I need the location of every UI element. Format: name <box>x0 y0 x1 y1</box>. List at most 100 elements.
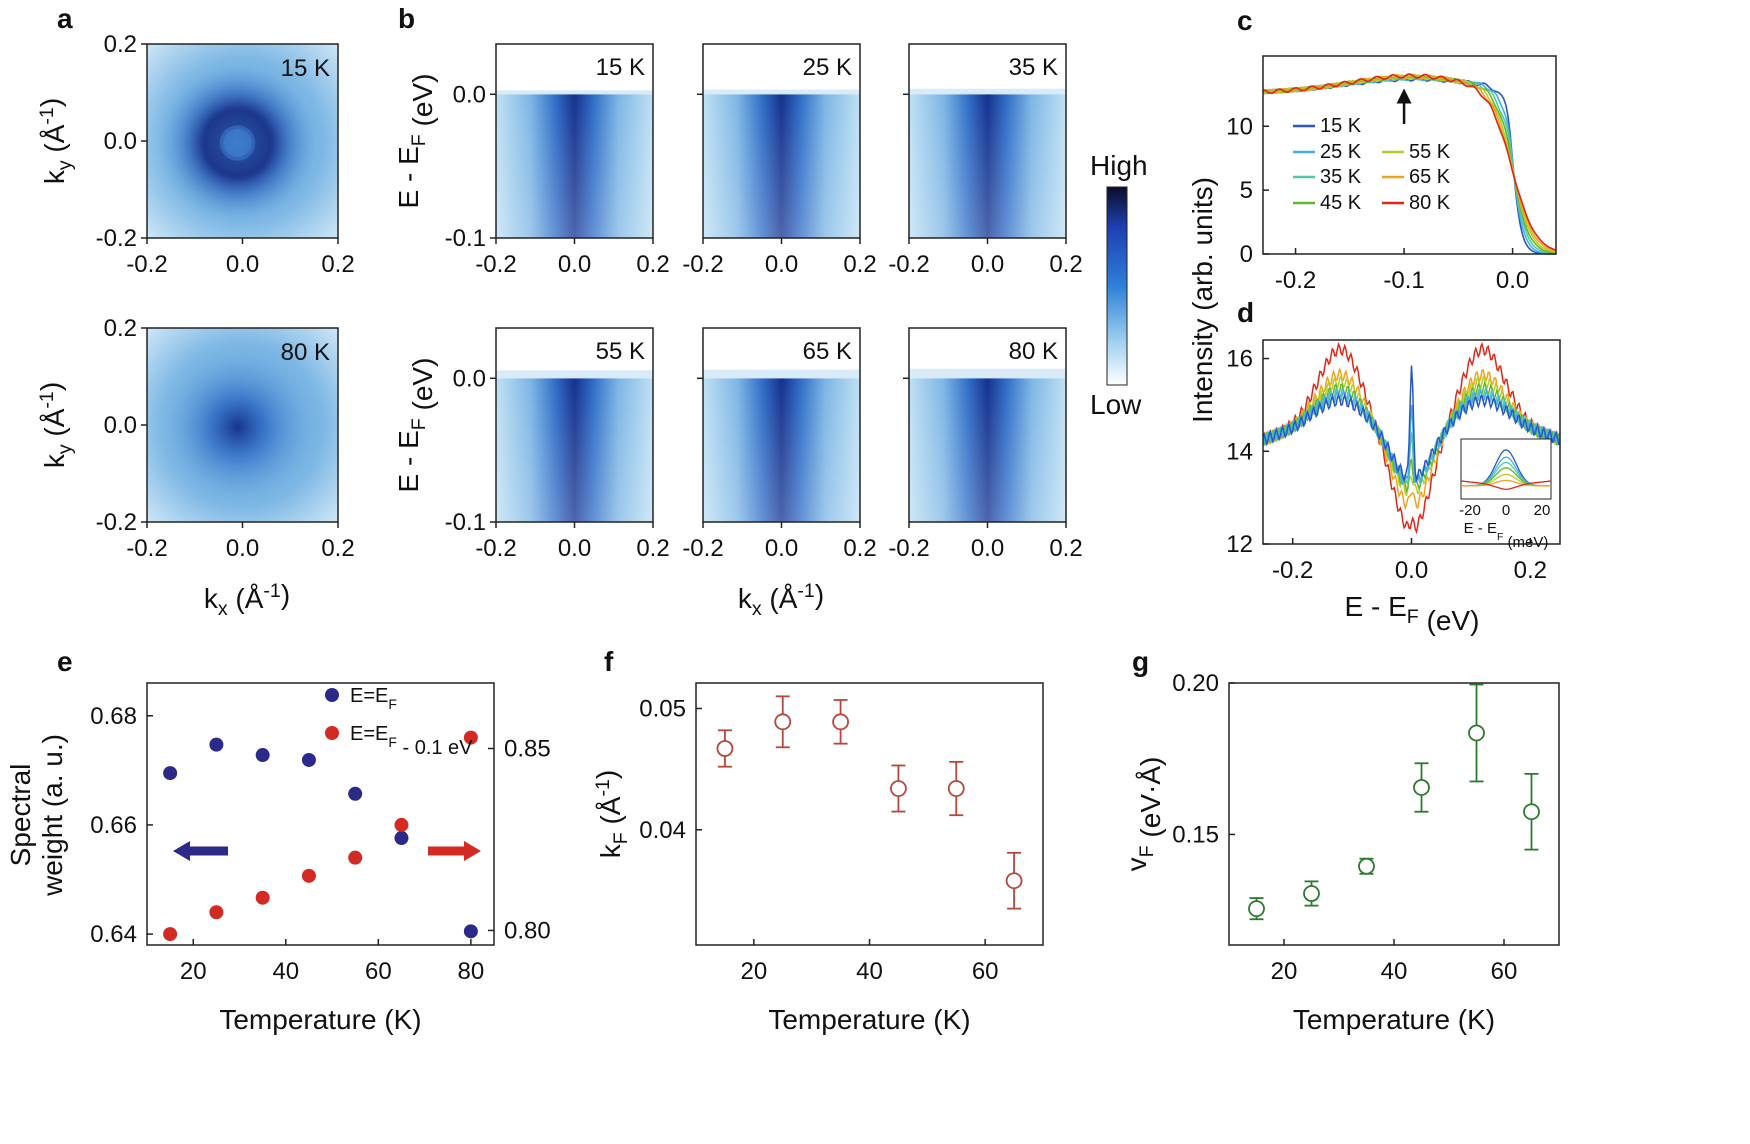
x-tick-label: 0.0 <box>1496 267 1529 294</box>
fermi-edge-tail <box>909 88 1066 95</box>
temperature-tag: 80 K <box>1009 338 1058 365</box>
right-axis-arrow-head <box>464 841 481 861</box>
y-tick-label: 0.68 <box>90 703 137 730</box>
y-axis-label: Intensity (arb. units) <box>1187 177 1218 423</box>
panel-letter-d: d <box>1237 297 1254 328</box>
data-point <box>1468 724 1485 742</box>
x-tick-label: -0.2 <box>475 535 516 562</box>
y-tick-label: 0.66 <box>90 812 137 839</box>
fermi-map-intensity <box>165 355 310 499</box>
data-point <box>832 713 849 731</box>
cut-shade <box>909 94 1066 238</box>
y-tick-label: 10 <box>1226 113 1253 140</box>
panel-c-edcs: 0 5 10 -0.2 -0.1 0.0 15 K 25 K 35 K 45 K 55 K 65 K 8… <box>1187 55 1557 423</box>
y-tick-label: 16 <box>1226 346 1253 373</box>
inset-x-tick-label: -20 <box>1459 502 1481 519</box>
legend-label: 25 K <box>1320 141 1362 163</box>
panel-b-cuts: 15 K -0.2 0.0 0.2 0.0 -0.1 E - EF (eV) 25 K -0.2… <box>393 43 1083 620</box>
fermi-edge-tail <box>496 370 653 379</box>
data-point <box>774 713 792 731</box>
cut-shade <box>703 378 860 522</box>
y-tick-label: 0.04 <box>639 817 686 844</box>
legend-label: 65 K <box>1409 166 1451 188</box>
legend-label: 15 K <box>1320 115 1362 137</box>
x-axis-label: Temperature (K) <box>219 1004 421 1035</box>
data-point <box>348 850 363 865</box>
y-tick-label: 0.64 <box>90 921 137 948</box>
left-axis-arrow-head <box>173 841 190 861</box>
y-tick-label: -0.2 <box>96 225 137 252</box>
x-tick-label: 60 <box>1491 958 1518 985</box>
panel-d-symmetrized-edcs: 12 14 16 -0.2 0.0 0.2 E - EF (eV) -20 0 20E - EF … <box>1226 339 1561 636</box>
data-point <box>1303 885 1320 902</box>
y-tick-label: 0.0 <box>453 365 486 392</box>
y-tick-label: 0.20 <box>1172 670 1219 697</box>
data-point <box>1358 857 1375 875</box>
data-point <box>163 766 178 781</box>
x-tick-label: 0.2 <box>636 535 669 562</box>
data-point <box>1005 872 1023 890</box>
colorbar-high-label: High <box>1090 150 1148 181</box>
temperature-tag: 25 K <box>803 54 852 81</box>
legend-marker <box>325 726 339 740</box>
x-tick-label: -0.1 <box>1383 267 1424 294</box>
data-point <box>255 890 270 905</box>
x-tick-label: 0.2 <box>321 535 354 562</box>
data-point <box>394 831 409 846</box>
inset-x-axis-label: E - EF (meV) <box>1464 520 1549 551</box>
x-tick-label: -0.2 <box>888 535 929 562</box>
x-tick-label: 0.2 <box>843 251 876 278</box>
x-tick-label: 60 <box>365 958 392 985</box>
x-tick-label: 40 <box>856 958 883 985</box>
y-tick-label: 14 <box>1226 438 1253 465</box>
y-tick-label: 0.15 <box>1172 821 1219 848</box>
x-axis-label: Temperature (K) <box>1293 1004 1495 1035</box>
legend-label: 55 K <box>1409 141 1451 163</box>
data-point <box>463 730 478 745</box>
y-tick-label: 5 <box>1240 177 1253 204</box>
y-axis-label: E - EF (eV) <box>393 74 438 209</box>
temperature-tag: 15 K <box>596 54 645 81</box>
x-tick-label: -0.2 <box>1272 557 1313 584</box>
y-tick-label: 0.0 <box>104 412 137 439</box>
y-tick-label: 0 <box>1240 241 1253 268</box>
data-point <box>209 737 224 752</box>
x-tick-label: 0.2 <box>1049 535 1082 562</box>
x-tick-label: 0.0 <box>558 535 591 562</box>
data-point <box>716 740 734 757</box>
x-tick-label: 0.0 <box>971 251 1004 278</box>
colorbar-low-label: Low <box>1090 389 1142 420</box>
inset-line <box>1461 479 1551 487</box>
x-tick-label: 0.2 <box>636 251 669 278</box>
y-tick-label: 0.0 <box>453 81 486 108</box>
x-tick-label: 40 <box>272 958 299 985</box>
x-tick-label: -0.2 <box>475 251 516 278</box>
x-tick-label: 20 <box>180 958 207 985</box>
symmetrized-edc-line <box>1262 341 1561 535</box>
legend-marker <box>325 688 339 702</box>
cut-shade <box>703 94 860 238</box>
cut-shade <box>909 378 1066 522</box>
x-tick-label: -0.2 <box>682 251 723 278</box>
symmetrized-edc-line <box>1262 365 1561 483</box>
y-axis-label: vF (eV·Å) <box>1121 757 1166 872</box>
y-tick-label: -0.1 <box>445 225 486 252</box>
x-tick-label: 0.0 <box>226 251 259 278</box>
x-tick-label: 0.0 <box>971 535 1004 562</box>
x-tick-label: -0.2 <box>126 535 167 562</box>
x-tick-label: 20 <box>740 958 767 985</box>
scatter-axes-frame <box>1228 682 1560 946</box>
inset-x-tick-label: 0 <box>1502 502 1510 519</box>
data-point <box>394 817 409 832</box>
x-tick-label: 40 <box>1381 958 1408 985</box>
temperature-tag: 65 K <box>803 338 852 365</box>
data-point <box>1248 900 1265 918</box>
y-axis-label-line1: Spectral <box>5 764 36 867</box>
data-point <box>463 924 478 939</box>
x-axis-label: kx (Å-1) <box>204 579 290 620</box>
x-tick-label: 0.2 <box>1049 251 1082 278</box>
y-tick-label: 0.2 <box>104 315 137 342</box>
fermi-edge-tail <box>909 368 1066 379</box>
inset-x-tick-label: 20 <box>1534 502 1551 519</box>
